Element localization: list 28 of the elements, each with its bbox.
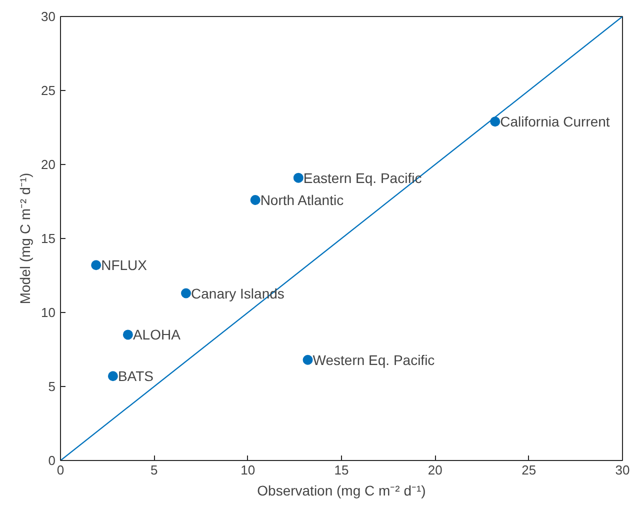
y-tick-label: 0: [48, 453, 56, 468]
y-tick-label: 10: [41, 305, 56, 320]
point: [91, 260, 102, 270]
point: [181, 288, 192, 298]
annotation: NFLUX: [101, 257, 148, 274]
y-tick-label: 15: [41, 231, 56, 246]
point: [250, 195, 260, 206]
annotation: ALOHA: [132, 326, 182, 343]
y-tick-label: 20: [41, 157, 56, 172]
annotation: BATS: [118, 368, 154, 384]
x-tick-label: 15: [334, 462, 349, 478]
x-tick-label: 20: [428, 462, 442, 478]
point: [293, 172, 304, 183]
x-tick-label: 10: [240, 462, 256, 478]
y-axis-title: Model (mg C m⁻² d⁻¹): [17, 172, 34, 304]
x-tick-label: 25: [522, 462, 536, 478]
annotation: Western Eq. Pacific: [312, 352, 435, 368]
x-tick-label: 5: [150, 462, 158, 478]
x-tick-label: 30: [615, 462, 630, 478]
annotation: California Current: [500, 114, 610, 130]
y-tick-label: 25: [41, 83, 56, 98]
y-tick-label: 5: [48, 379, 56, 394]
point: [122, 330, 133, 340]
y-tick-label: 30: [41, 9, 56, 24]
x-axis-title: Observation (mg C m⁻² d⁻¹): [257, 482, 426, 498]
point: [302, 354, 313, 365]
annotation: North Atlantic: [260, 192, 344, 208]
point: [108, 371, 118, 382]
